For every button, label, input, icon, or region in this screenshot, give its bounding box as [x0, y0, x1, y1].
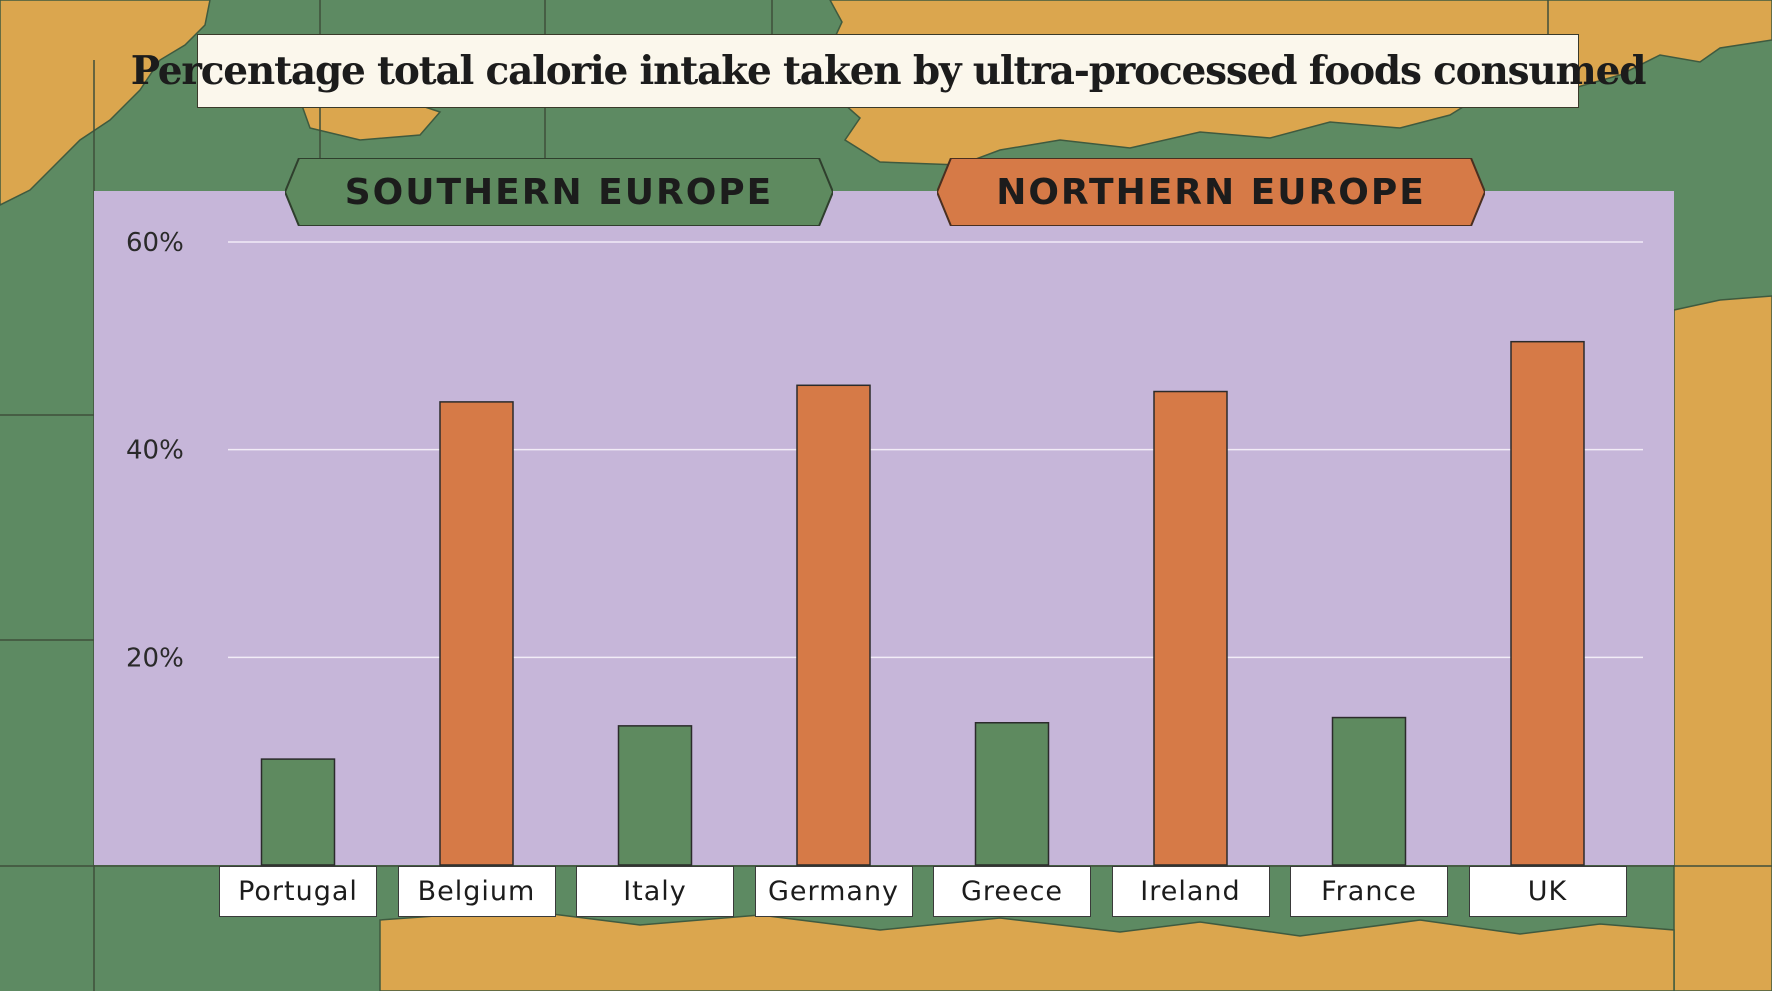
plot-area	[94, 191, 1674, 865]
chart-title-box: Percentage total calorie intake taken by…	[131, 34, 1646, 108]
land-south	[379, 909, 1675, 991]
y-tick-label: 60%	[126, 228, 184, 258]
x-tick-label: Greece	[933, 866, 1091, 917]
land-east	[1673, 295, 1772, 991]
legend-southern-europe: SOUTHERN EUROPE	[285, 158, 833, 226]
bar-italy	[617, 725, 693, 866]
land-scandinavia-uk	[0, 0, 211, 206]
northern-banner-shape	[937, 158, 1485, 226]
bar-france	[1331, 716, 1407, 866]
x-tick-label: Italy	[576, 866, 734, 917]
bar-germany	[796, 384, 871, 866]
x-tick-label: Belgium	[397, 866, 556, 917]
bar-uk	[1510, 340, 1585, 866]
x-tick-label: Ireland	[1111, 866, 1270, 917]
x-tick-label: Portugal	[219, 866, 377, 917]
y-tick-label: 20%	[126, 643, 184, 673]
legend-southern-label: SOUTHERN EUROPE	[344, 171, 774, 213]
legend-northern-label: NORTHERN EUROPE	[996, 171, 1426, 213]
legend-northern-europe: NORTHERN EUROPE	[937, 158, 1485, 226]
southern-banner-shape	[285, 158, 833, 226]
bar-portugal	[260, 758, 336, 866]
bar-greece	[974, 721, 1050, 866]
x-tick-label: UK	[1468, 866, 1627, 917]
bar-ireland	[1153, 390, 1228, 866]
x-tick-label: France	[1290, 866, 1448, 917]
bar-belgium	[439, 401, 514, 866]
y-tick-label: 40%	[126, 436, 184, 466]
x-tick-label: Germany	[754, 866, 913, 917]
chart-title: Percentage total calorie intake taken by…	[130, 48, 1647, 94]
